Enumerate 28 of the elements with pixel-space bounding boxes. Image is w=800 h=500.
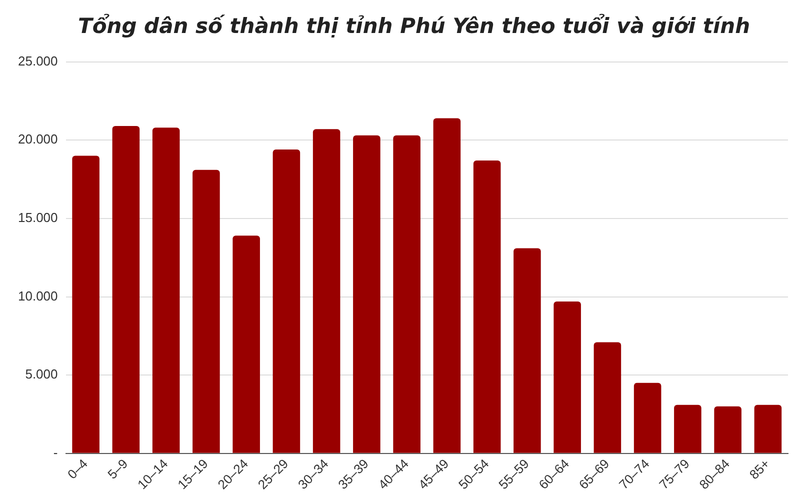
bar	[192, 170, 220, 453]
bar	[594, 342, 622, 453]
y-tick-label: 5.000	[25, 366, 58, 382]
bar	[272, 150, 300, 453]
y-tick-label: 15.000	[18, 210, 58, 226]
bar	[433, 118, 461, 453]
bar	[72, 156, 100, 453]
x-tick-label: 0–4	[64, 456, 90, 482]
chart-title: Tổng dân số thành thị tỉnh Phú Yên theo tuổi và giới tính	[78, 14, 752, 40]
x-tick-label: 5–9	[104, 456, 131, 482]
bar	[473, 160, 501, 453]
bar	[393, 135, 420, 453]
bar	[754, 404, 782, 453]
bar	[714, 406, 742, 453]
y-tick-label: 20.000	[18, 132, 58, 147]
bar	[232, 236, 260, 453]
y-tick-label: 25.000	[18, 53, 58, 68]
bar	[554, 301, 581, 453]
bar	[312, 129, 340, 453]
x-tick-label: 85+	[746, 456, 773, 482]
bar	[634, 382, 662, 453]
bar	[514, 248, 541, 453]
bar	[674, 404, 702, 453]
y-tick-label: 10.000	[18, 288, 58, 304]
bar	[152, 128, 180, 453]
bar	[112, 126, 140, 453]
y-tick-label: -	[53, 444, 58, 460]
bar	[353, 135, 380, 453]
